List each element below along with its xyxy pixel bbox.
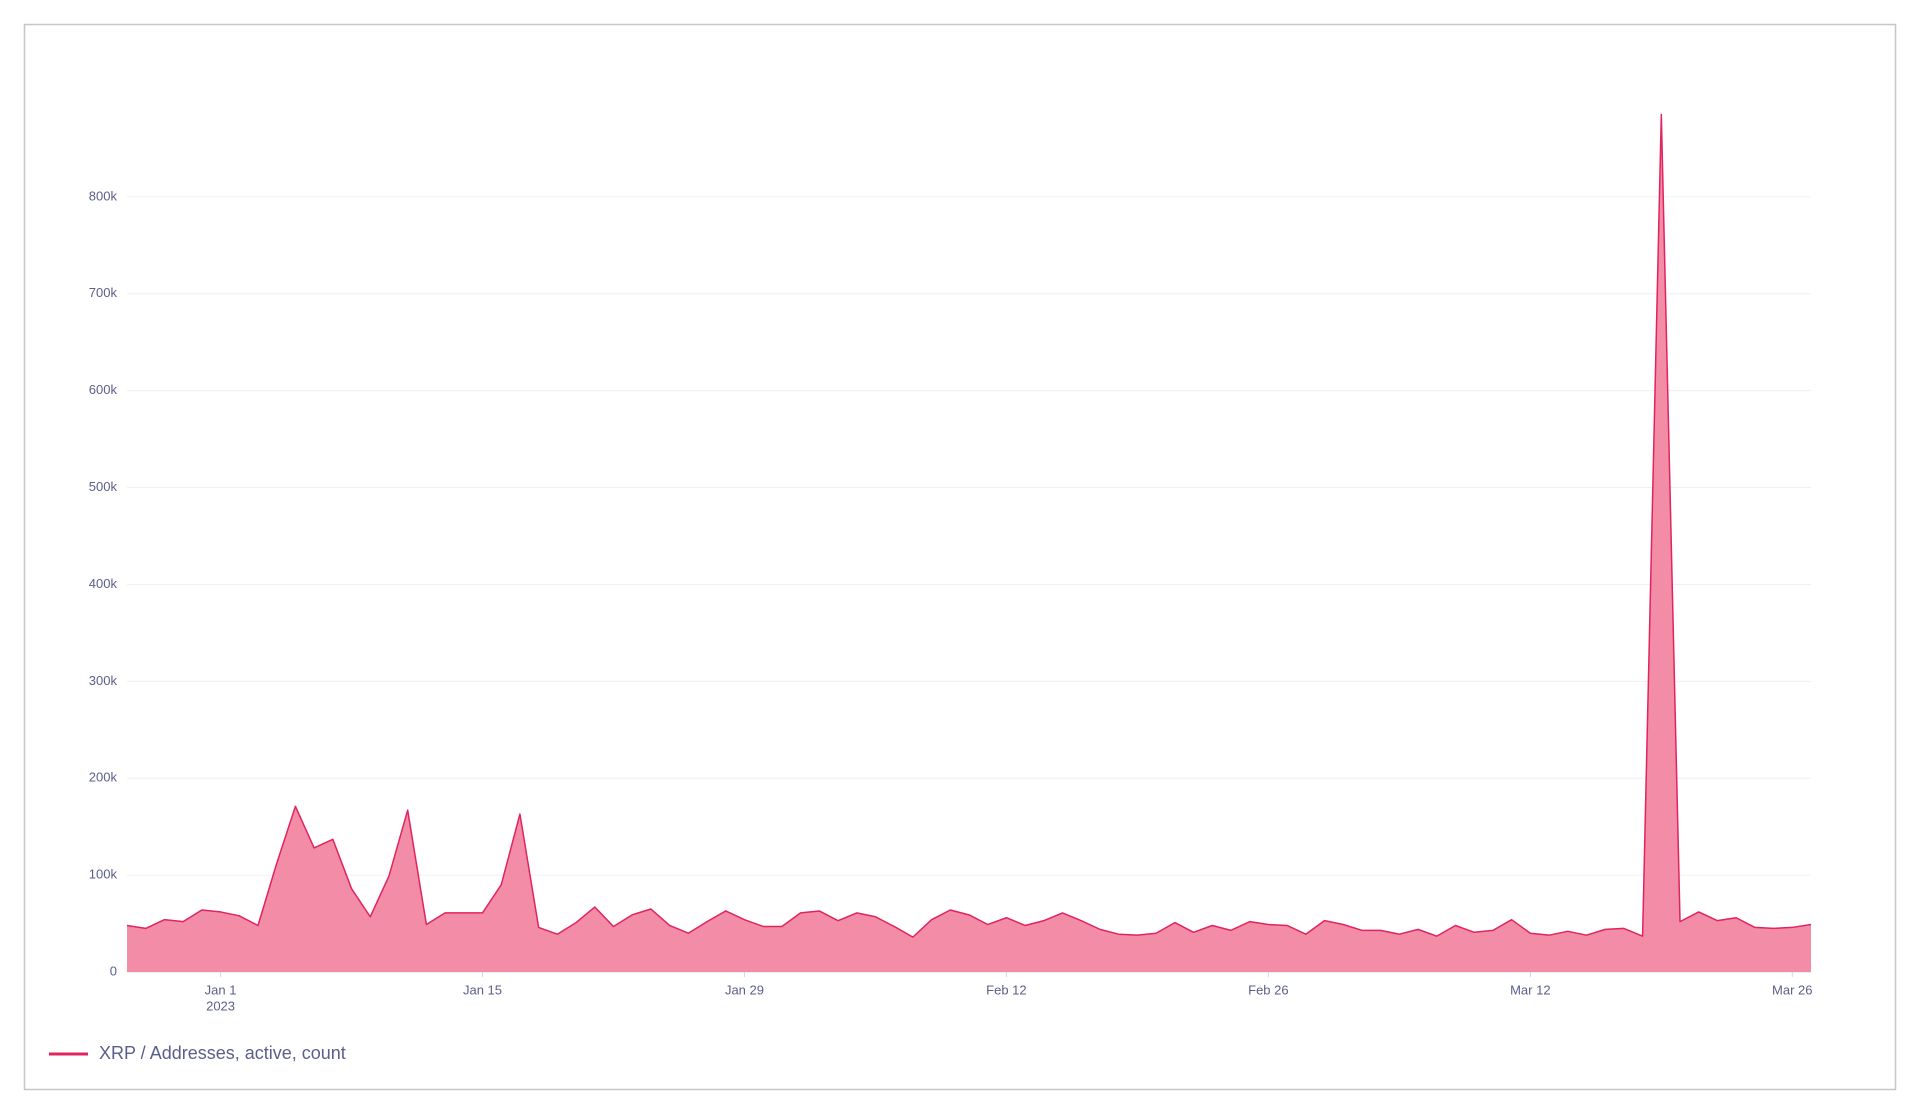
y-tick-label: 200k: [89, 770, 118, 785]
y-tick-label: 800k: [89, 188, 118, 203]
y-tick-label: 400k: [89, 576, 118, 591]
x-tick-label: Mar 12: [1510, 982, 1550, 997]
y-tick-label: 500k: [89, 479, 118, 494]
y-tick-label: 300k: [89, 673, 118, 688]
area-fill: [127, 114, 1811, 972]
x-tick-sublabel: 2023: [206, 998, 235, 1013]
legend-label: XRP / Addresses, active, count: [99, 1043, 346, 1063]
y-tick-label: 600k: [89, 382, 118, 397]
y-tick-label: 100k: [89, 867, 118, 882]
x-tick-label: Mar 26: [1772, 982, 1812, 997]
x-tick-label: Feb 12: [986, 982, 1026, 997]
y-tick-label: 700k: [89, 285, 118, 300]
y-tick-label: 0: [110, 963, 117, 978]
x-tick-label: Jan 1: [205, 982, 237, 997]
area-line: [126, 113, 1812, 938]
x-tick-label: Feb 26: [1248, 982, 1288, 997]
x-tick-label: Jan 15: [463, 982, 502, 997]
x-tick-label: Jan 29: [725, 982, 764, 997]
